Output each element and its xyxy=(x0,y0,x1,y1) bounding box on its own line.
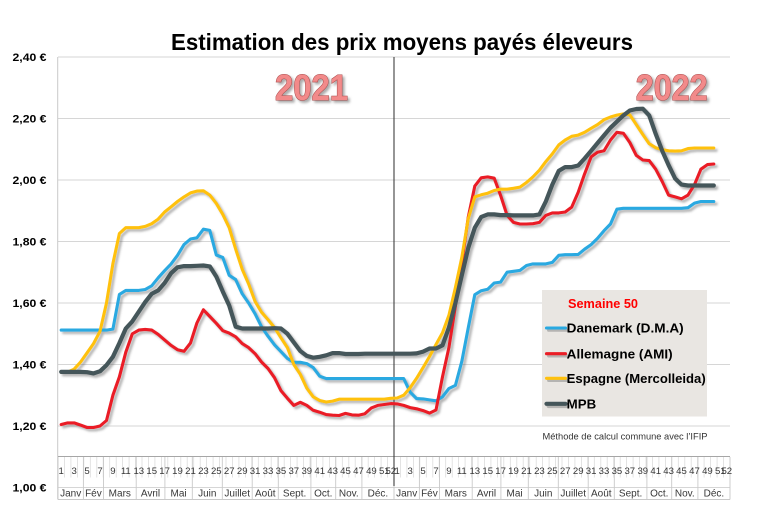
svg-text:1,80 €: 1,80 € xyxy=(13,236,47,248)
svg-text:47: 47 xyxy=(689,466,700,477)
svg-text:21: 21 xyxy=(521,466,532,477)
svg-text:Mars: Mars xyxy=(109,489,131,500)
svg-text:51: 51 xyxy=(715,466,726,477)
svg-text:Mai: Mai xyxy=(507,489,523,500)
svg-text:5: 5 xyxy=(84,466,89,477)
svg-text:Semaine 50: Semaine 50 xyxy=(568,297,638,311)
svg-text:47: 47 xyxy=(353,466,364,477)
svg-text:Oct.: Oct. xyxy=(314,489,332,500)
svg-text:41: 41 xyxy=(314,466,325,477)
svg-text:31: 31 xyxy=(586,466,597,477)
svg-text:2,00 €: 2,00 € xyxy=(13,175,47,187)
svg-text:Avril: Avril xyxy=(477,489,496,500)
svg-text:Avril: Avril xyxy=(141,489,160,500)
svg-text:Mai: Mai xyxy=(171,489,187,500)
svg-text:1: 1 xyxy=(59,466,64,477)
svg-text:23: 23 xyxy=(198,466,209,477)
svg-text:13: 13 xyxy=(133,466,144,477)
svg-text:Janv: Janv xyxy=(60,489,81,500)
svg-text:Méthode de calcul commune avec: Méthode de calcul commune avec l’IFIP xyxy=(543,432,708,443)
svg-text:1,00 €: 1,00 € xyxy=(13,482,47,494)
svg-text:29: 29 xyxy=(573,466,584,477)
svg-text:25: 25 xyxy=(211,466,222,477)
svg-text:52: 52 xyxy=(385,466,396,477)
svg-text:5: 5 xyxy=(420,466,425,477)
svg-text:Nov.: Nov. xyxy=(675,489,695,500)
svg-text:9: 9 xyxy=(110,466,115,477)
svg-text:7: 7 xyxy=(97,466,102,477)
svg-text:2,20 €: 2,20 € xyxy=(13,113,47,125)
svg-text:Danemark (D.M.A): Danemark (D.M.A) xyxy=(567,321,684,336)
svg-text:51: 51 xyxy=(379,466,390,477)
svg-text:Estimation des prix moyens pay: Estimation des prix moyens payés éleveur… xyxy=(171,29,633,55)
svg-text:2021: 2021 xyxy=(275,67,348,108)
svg-text:1,40 €: 1,40 € xyxy=(13,359,47,371)
svg-text:15: 15 xyxy=(482,466,493,477)
svg-text:31: 31 xyxy=(250,466,261,477)
svg-text:1,60 €: 1,60 € xyxy=(13,298,47,310)
svg-text:37: 37 xyxy=(624,466,635,477)
svg-text:2,40 €: 2,40 € xyxy=(13,52,47,64)
svg-text:49: 49 xyxy=(366,466,377,477)
svg-text:11: 11 xyxy=(457,466,467,477)
svg-text:13: 13 xyxy=(469,466,480,477)
svg-text:7: 7 xyxy=(433,466,438,477)
svg-text:39: 39 xyxy=(637,466,648,477)
svg-text:45: 45 xyxy=(340,466,351,477)
svg-text:Sept.: Sept. xyxy=(283,489,306,500)
svg-text:Août: Août xyxy=(591,489,612,500)
svg-text:33: 33 xyxy=(599,466,610,477)
svg-text:35: 35 xyxy=(612,466,623,477)
svg-text:43: 43 xyxy=(327,466,338,477)
svg-text:Déc.: Déc. xyxy=(704,489,725,500)
svg-text:19: 19 xyxy=(508,466,519,477)
svg-text:21: 21 xyxy=(185,466,196,477)
svg-text:Août: Août xyxy=(255,489,276,500)
svg-text:19: 19 xyxy=(172,466,183,477)
svg-text:2022: 2022 xyxy=(636,67,708,108)
svg-text:Sept.: Sept. xyxy=(619,489,642,500)
svg-text:3: 3 xyxy=(72,466,77,477)
svg-text:37: 37 xyxy=(288,466,299,477)
svg-text:Allemagne (AMI): Allemagne (AMI) xyxy=(567,346,673,361)
svg-text:23: 23 xyxy=(534,466,545,477)
svg-text:MPB: MPB xyxy=(567,396,597,411)
svg-text:Fév: Fév xyxy=(421,489,438,500)
svg-text:27: 27 xyxy=(224,466,235,477)
svg-text:25: 25 xyxy=(547,466,558,477)
svg-text:Nov.: Nov. xyxy=(339,489,359,500)
svg-text:Déc.: Déc. xyxy=(368,489,389,500)
svg-text:Mars: Mars xyxy=(445,489,467,500)
svg-text:Oct.: Oct. xyxy=(650,489,668,500)
svg-text:1: 1 xyxy=(395,466,400,477)
svg-text:17: 17 xyxy=(159,466,170,477)
svg-text:52: 52 xyxy=(721,466,732,477)
svg-text:11: 11 xyxy=(121,466,131,477)
svg-text:27: 27 xyxy=(560,466,571,477)
svg-text:29: 29 xyxy=(237,466,248,477)
svg-text:39: 39 xyxy=(301,466,312,477)
svg-text:45: 45 xyxy=(676,466,687,477)
svg-text:17: 17 xyxy=(495,466,506,477)
svg-text:Juin: Juin xyxy=(198,489,216,500)
svg-text:3: 3 xyxy=(408,466,413,477)
svg-text:Juillet: Juillet xyxy=(560,489,586,500)
svg-text:Juillet: Juillet xyxy=(224,489,250,500)
svg-text:33: 33 xyxy=(263,466,274,477)
svg-text:Espagne (Mercolleida): Espagne (Mercolleida) xyxy=(567,371,706,386)
svg-text:49: 49 xyxy=(702,466,713,477)
svg-text:Juin: Juin xyxy=(534,489,552,500)
svg-text:1,20 €: 1,20 € xyxy=(13,421,47,433)
svg-text:41: 41 xyxy=(650,466,661,477)
svg-text:Janv: Janv xyxy=(396,489,417,500)
svg-text:35: 35 xyxy=(276,466,287,477)
svg-text:15: 15 xyxy=(146,466,157,477)
svg-text:9: 9 xyxy=(446,466,451,477)
svg-text:Fév: Fév xyxy=(85,489,102,500)
svg-text:43: 43 xyxy=(663,466,674,477)
